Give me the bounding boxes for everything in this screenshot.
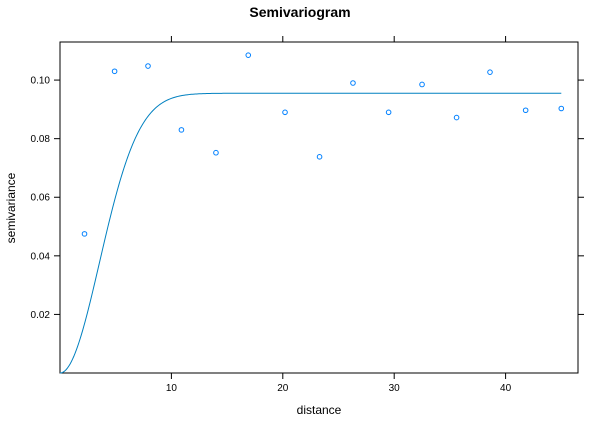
data-point: [213, 149, 219, 156]
y-axis-label: semivariance: [4, 172, 18, 243]
axis-tick-labels: 10 20 30 40 0.02 0.04 0.06 0.08 0.10: [31, 76, 512, 394]
data-point: [385, 109, 392, 116]
empirical-points: [81, 52, 565, 237]
data-point: [316, 154, 323, 160]
data-point: [453, 114, 460, 121]
data-point: [522, 107, 529, 114]
x-tick-label: 30: [389, 383, 401, 394]
y-tick-label: 0.08: [31, 134, 51, 145]
chart-title: Semivariogram: [249, 4, 350, 20]
data-point: [178, 127, 185, 133]
data-point: [350, 80, 356, 86]
y-tick-label: 0.02: [31, 310, 51, 321]
x-axis-label: distance: [297, 403, 342, 417]
data-point: [81, 231, 88, 237]
axis-ticks: [54, 36, 584, 379]
model-curve: [59, 92, 562, 374]
x-tick-label: 40: [500, 383, 512, 394]
y-tick-label: 0.04: [31, 251, 51, 262]
data-point: [111, 68, 118, 75]
y-tick-label: 0.10: [31, 76, 51, 87]
data-point: [419, 81, 425, 88]
x-tick-label: 10: [166, 383, 178, 394]
data-point: [145, 63, 151, 69]
data-point: [282, 109, 288, 116]
data-point: [558, 105, 565, 112]
data-point: [487, 69, 493, 75]
data-point: [245, 52, 252, 58]
x-tick-label: 20: [277, 383, 289, 394]
y-tick-label: 0.06: [31, 193, 51, 204]
plot-frame: [59, 41, 579, 374]
